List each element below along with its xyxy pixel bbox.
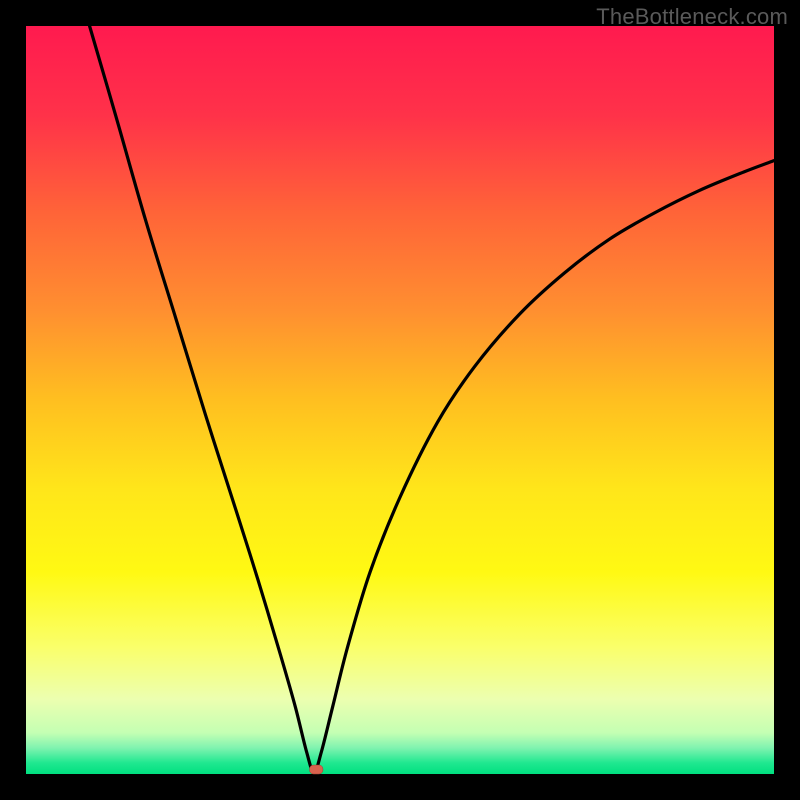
chart-background (26, 26, 774, 774)
chart-frame: TheBottleneck.com (0, 0, 800, 800)
bottleneck-chart (0, 0, 800, 800)
watermark-text: TheBottleneck.com (596, 4, 788, 30)
optimal-point-marker (309, 765, 322, 774)
